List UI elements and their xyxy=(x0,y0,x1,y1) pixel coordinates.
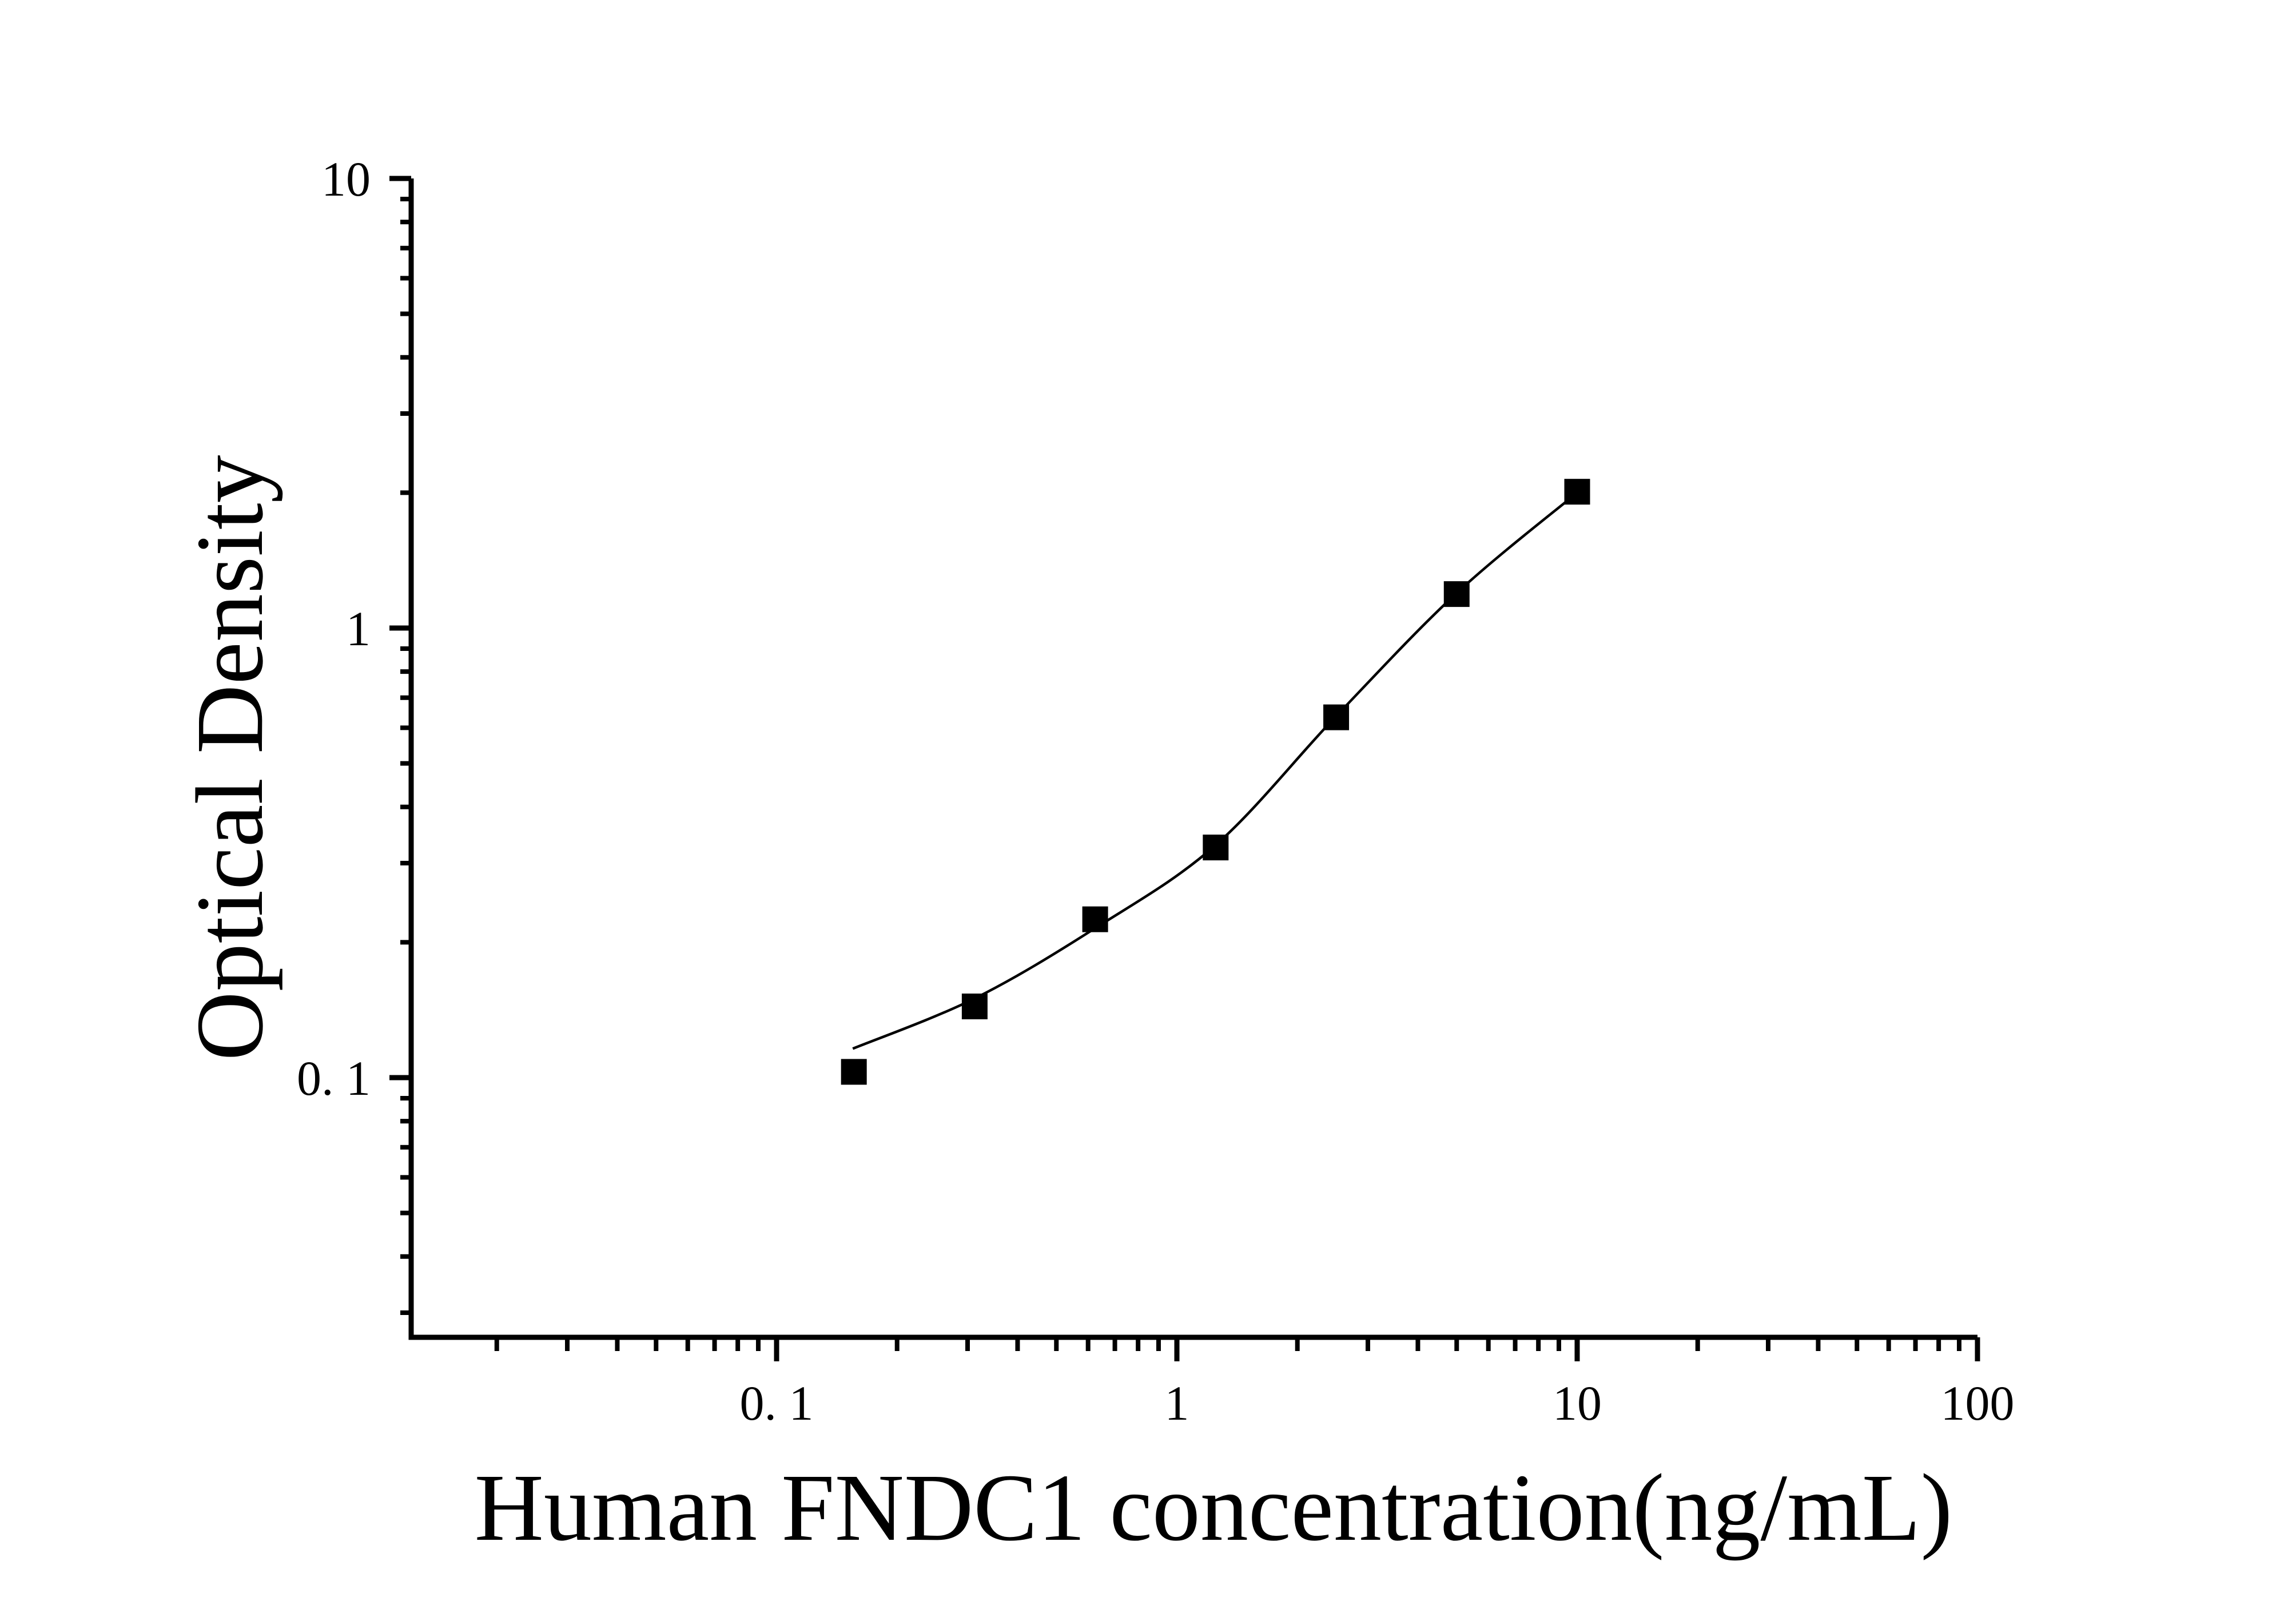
x-tick-label: 0. 1 xyxy=(740,1376,814,1431)
y-tick-label: 0. 1 xyxy=(297,1051,371,1106)
tick-labels-layer: 10 1 0. 1 0. 1 1 10 100 xyxy=(297,152,2015,1431)
x-axis-title: Human FNDC1 concentration(ng/mL) xyxy=(475,1455,1953,1561)
fit-curve-line xyxy=(852,491,1578,1050)
data-points-layer xyxy=(841,479,1590,1085)
data-point-marker xyxy=(1564,479,1590,505)
axis-lines xyxy=(408,178,1977,1340)
data-point-marker xyxy=(961,994,988,1020)
data-point-marker xyxy=(841,1059,867,1085)
y-tick-label: 10 xyxy=(321,152,371,206)
x-tick-label: 100 xyxy=(1941,1376,2015,1431)
y-tick-label: 1 xyxy=(346,601,371,656)
ticks-layer xyxy=(389,176,1980,1361)
x-tick-label: 1 xyxy=(1165,1376,1189,1431)
data-point-marker xyxy=(1443,581,1470,607)
x-tick-label: 10 xyxy=(1553,1376,1602,1431)
y-axis-title: Optical Density xyxy=(177,455,283,1060)
data-point-marker xyxy=(1323,704,1350,730)
data-point-marker xyxy=(1203,835,1229,861)
data-point-marker xyxy=(1082,906,1108,932)
